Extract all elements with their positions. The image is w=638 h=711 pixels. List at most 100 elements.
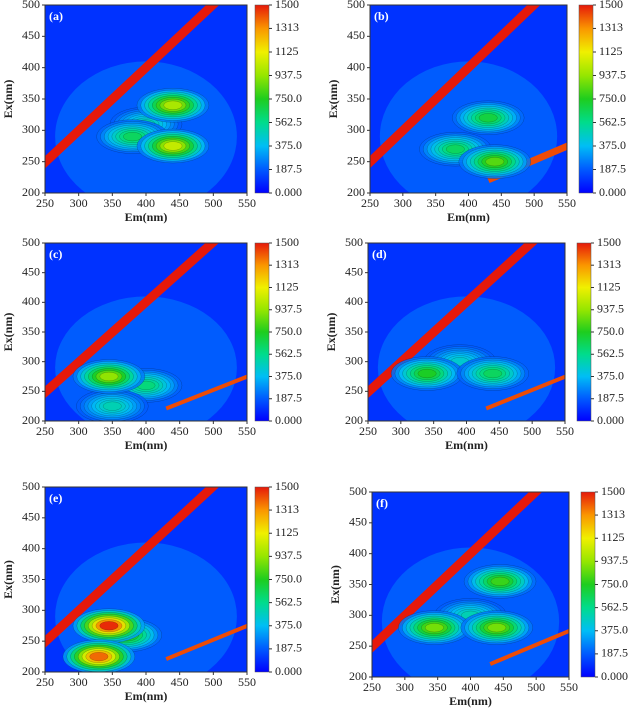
colorbar-tick-label: 562.5 (599, 114, 626, 128)
scatter-band (372, 492, 543, 653)
x-axis-label: Em(nm) (445, 438, 488, 452)
x-tick-label: 250 (359, 424, 377, 438)
contour-level (99, 371, 119, 382)
colorbar-tick-label: 187.5 (601, 646, 628, 660)
colorbar-tick-label: 750.0 (275, 571, 302, 585)
y-tick-label: 250 (22, 383, 40, 397)
colorbar-tick-label: 1125 (275, 279, 299, 293)
x-axis-label: Em(nm) (447, 210, 490, 224)
contour-level (417, 368, 437, 379)
y-tick-label: 350 (349, 576, 367, 590)
y-tick-label: 200 (22, 664, 40, 678)
colorbar-tick-label: 562.5 (601, 599, 628, 613)
y-axis-label: Ex(nm) (1, 313, 15, 352)
x-tick-label: 550 (558, 196, 576, 210)
panel-label: (a) (49, 9, 63, 23)
panel-label: (e) (49, 491, 62, 505)
x-tick-label: 450 (171, 196, 189, 210)
intensity-peak (451, 100, 525, 136)
colorbar-tick-label: 937.5 (599, 67, 626, 81)
contour-level (424, 623, 444, 633)
colorbar-tick-label: 1313 (597, 257, 621, 271)
colorbar-tick-label: 1313 (275, 502, 299, 516)
colorbar-tick-label: 937.5 (275, 548, 302, 562)
colorbar-tick-label: 187.5 (597, 391, 624, 405)
x-tick-label: 350 (429, 680, 447, 694)
y-tick-label: 250 (22, 633, 40, 647)
intensity-peak (72, 608, 146, 643)
colorbar-tick-label: 1125 (275, 44, 299, 58)
colorbar-tick-label: 0.000 (275, 413, 302, 427)
x-tick-label: 500 (523, 424, 541, 438)
x-tick-label: 450 (490, 424, 508, 438)
colorbar-tick-label: 1500 (601, 484, 625, 498)
y-tick-label: 400 (349, 545, 367, 559)
x-tick-label: 300 (394, 196, 412, 210)
colorbar-tick-label: 937.5 (275, 302, 302, 316)
x-tick-label: 350 (103, 675, 121, 689)
colorbar-tick-label: 1313 (599, 20, 623, 34)
y-axis-label: Ex(nm) (1, 80, 15, 119)
contour-level (490, 576, 510, 587)
intensity-peak (463, 564, 537, 599)
colorbar-tick-label: 0.000 (275, 664, 302, 678)
colorbar-tick-label: 750.0 (275, 324, 302, 338)
colorbar-tick-label: 0.000 (597, 413, 624, 427)
y-tick-label: 300 (22, 353, 40, 367)
colorbar-tick-label: 562.5 (275, 594, 302, 608)
colorbar-tick-label: 1500 (275, 0, 299, 11)
colorbar (254, 486, 270, 673)
scatter-band (370, 5, 541, 169)
y-axis-label: Ex(nm) (326, 80, 340, 119)
colorbar (580, 491, 596, 678)
contour-level (163, 100, 183, 110)
y-tick-label: 250 (22, 153, 40, 167)
contour-level (99, 621, 119, 631)
panel: (f)250 300 350 400 450 500 5502002503003504004… (328, 484, 628, 708)
intensity-peak (62, 639, 136, 672)
y-tick-label: 450 (349, 515, 367, 529)
x-tick-label: 550 (238, 196, 256, 210)
y-tick-label: 500 (349, 484, 367, 498)
panel-label: (d) (372, 247, 387, 261)
colorbar (578, 4, 594, 194)
x-tick-label: 400 (137, 196, 155, 210)
scatter-band (485, 374, 565, 411)
x-tick-label: 550 (238, 675, 256, 689)
intensity-peak (136, 128, 210, 164)
x-tick-label: 300 (70, 196, 88, 210)
x-tick-label: 300 (70, 675, 88, 689)
y-tick-label: 400 (345, 294, 363, 308)
x-tick-label: 500 (204, 424, 222, 438)
intensity-peak (460, 610, 534, 645)
y-tick-label: 450 (345, 264, 363, 278)
y-tick-label: 350 (22, 91, 40, 105)
y-tick-label: 400 (347, 59, 365, 73)
intensity-peak (458, 144, 532, 179)
x-tick-label: 250 (36, 424, 54, 438)
colorbar-tick-label: 937.5 (275, 67, 302, 81)
y-tick-label: 300 (349, 607, 367, 621)
colorbar-tick-label: 562.5 (275, 346, 302, 360)
panel: (e)250 300 350 400 450 500 5502002503003504004… (1, 479, 302, 703)
y-tick-label: 400 (22, 59, 40, 73)
colorbar-tick-label: 1125 (601, 530, 625, 544)
intensity-peak (72, 359, 146, 394)
colorbar (254, 242, 270, 422)
colorbar-tick-label: 1313 (601, 507, 625, 521)
colorbar-tick-label: 750.0 (597, 324, 624, 338)
plot-area (45, 243, 247, 421)
colorbar-tick-label: 1500 (597, 235, 621, 249)
y-tick-label: 500 (22, 235, 40, 249)
colorbar-tick-label: 375.0 (275, 618, 302, 632)
plot-area (370, 5, 567, 193)
x-tick-label: 350 (103, 424, 121, 438)
y-tick-label: 300 (22, 602, 40, 616)
y-tick-label: 350 (345, 324, 363, 338)
y-tick-label: 400 (22, 540, 40, 554)
plot-area (45, 5, 247, 193)
contour-level (123, 131, 143, 142)
colorbar-tick-label: 937.5 (597, 302, 624, 316)
scatter-band (165, 374, 247, 411)
y-axis-label: Ex(nm) (1, 560, 15, 599)
